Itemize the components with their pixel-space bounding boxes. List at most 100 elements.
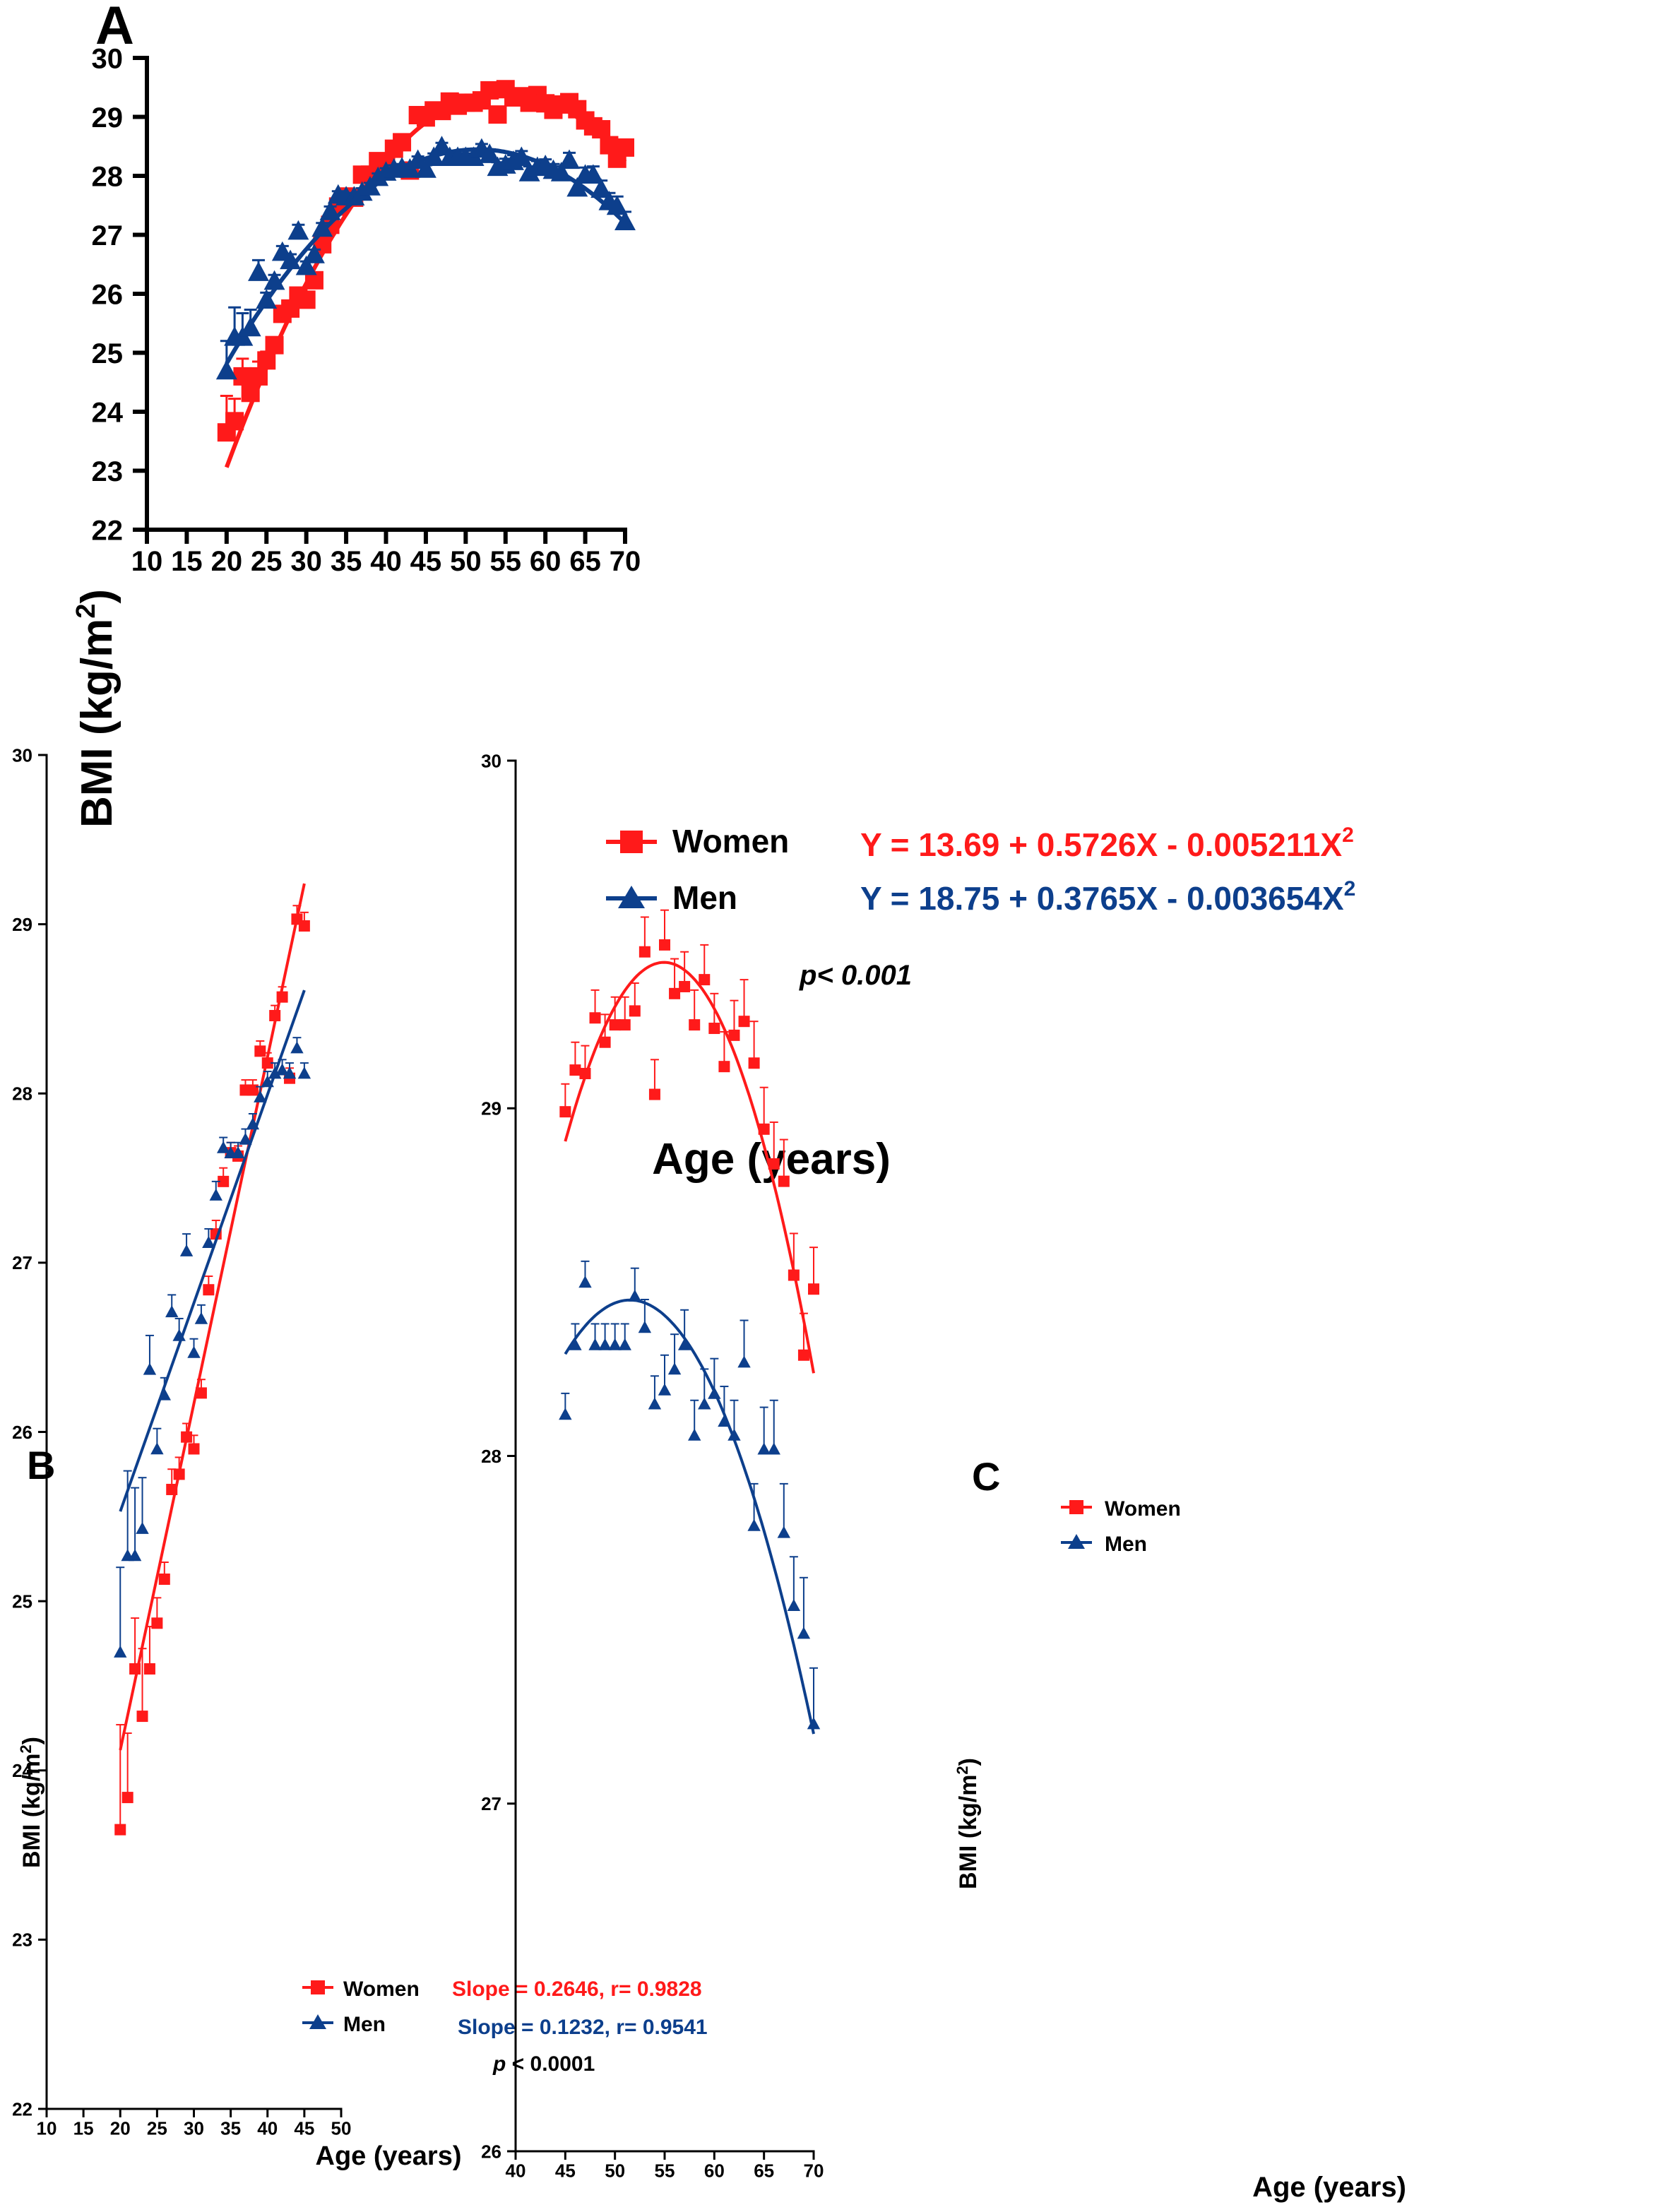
panel-a-men-point <box>423 146 445 166</box>
panel-b-y-tick-label: 30 <box>12 744 32 766</box>
panel-b-women-point <box>114 1824 126 1836</box>
panel-c-women-point <box>797 1349 809 1361</box>
panel-c-y-tick-label: 29 <box>481 1098 501 1119</box>
panel-b-men-point <box>165 1305 179 1318</box>
panel-b-women-point <box>218 1175 230 1187</box>
panel-a-x-tick-label: 55 <box>490 546 522 577</box>
panel-b-women-fit-line <box>119 883 306 1751</box>
panel-b-women-point <box>151 1617 163 1629</box>
panel-c-x-axis-title: Age (years) <box>1252 2172 1406 2203</box>
panel-a-women-point <box>233 367 252 386</box>
panel-b-women-point <box>173 1468 185 1480</box>
panel-b-x-tick-label: 20 <box>110 2118 131 2139</box>
panel-a-x-tick-label: 45 <box>410 546 442 577</box>
panel-a-men-point <box>263 270 285 290</box>
panel-b-y-tick-label: 23 <box>12 1929 32 1951</box>
panel-b-women-point <box>188 1443 200 1455</box>
panel-c-axes: 40 45 50 55 60 65 70 26 27 28 29 30 <box>481 750 824 2181</box>
panel-c-y-tick-label: 26 <box>481 2141 501 2162</box>
panel-a-marks <box>215 80 636 468</box>
panel-c-women-point <box>599 1036 611 1048</box>
panel-b-x-tick-label: 50 <box>331 2118 352 2139</box>
panel-a-men-point <box>566 177 588 197</box>
panel-a-men-point <box>295 255 317 275</box>
panel-a-y-tick-label: 26 <box>92 279 124 310</box>
panel-a-y-tick-label: 22 <box>92 515 124 546</box>
panel-b-women-point <box>158 1573 170 1585</box>
panel-b-men-point <box>290 1041 304 1054</box>
panel-c-x-tick-label: 55 <box>655 2160 675 2182</box>
panel-b-x-tick-label: 35 <box>220 2118 241 2139</box>
panel-a-x-tick-label: 65 <box>569 546 601 577</box>
panel-b-y-tick-label: 26 <box>12 1422 32 1443</box>
panel-b-women-point <box>261 1057 273 1069</box>
panel-b-y-tick-label: 28 <box>12 1083 32 1105</box>
panel-c-women-point <box>629 1005 641 1017</box>
panel-c-women-point <box>609 1019 621 1031</box>
panel-b-men-point <box>246 1117 260 1130</box>
panel-a-men-point <box>248 261 269 281</box>
panel-b-men-point <box>128 1549 142 1562</box>
panel-c-women-point <box>788 1269 800 1281</box>
panel-a-legend: Women Men <box>606 823 789 916</box>
panel-c-women-fit-line <box>564 961 815 1374</box>
panel-c-men-point <box>677 1338 691 1350</box>
panel-b-x-tick-label: 25 <box>147 2118 167 2139</box>
panel-b-x-tick-label: 30 <box>184 2118 204 2139</box>
panel-a-women-point <box>249 367 268 386</box>
panel-c-y-tick-label: 30 <box>481 750 501 771</box>
panel-b-men-point <box>187 1345 201 1358</box>
panel-c-men-point <box>718 1415 731 1427</box>
panel-b-women-point <box>136 1711 148 1723</box>
panel-c-x-tick-label: 70 <box>804 2160 824 2182</box>
panel-a-y-axis-title: BMI (kg/m2) <box>71 589 121 828</box>
panel-c-women-point <box>778 1175 790 1187</box>
panel-c-men-point <box>767 1442 780 1455</box>
panel-a-letter: A <box>95 0 134 56</box>
panel-b-women-point <box>143 1663 155 1675</box>
panel-a-x-tick-label: 40 <box>370 546 402 577</box>
panel-a-legend-men-label: Men <box>672 879 737 916</box>
panel-b-men-point <box>202 1235 215 1248</box>
panel-b-y-tick-label: 22 <box>12 2098 32 2119</box>
panel-b-x-axis-title: Age (years) <box>316 2141 462 2171</box>
panel-c-men-point <box>708 1386 721 1399</box>
panel-a-men-point <box>311 217 333 237</box>
panel-b-men-point <box>231 1146 245 1158</box>
panel-a-y-tick-label: 27 <box>92 220 124 251</box>
panel-c-men-fit-line <box>564 1298 815 1735</box>
panel-a-women-point <box>241 383 260 403</box>
panel-b-x-tick-label: 10 <box>37 2118 57 2139</box>
panel-b-legend-women-square-icon <box>311 1980 325 1994</box>
panel-c-legend-women-label: Women <box>1105 1497 1181 1521</box>
panel-a-men-point <box>479 143 501 163</box>
panel-a-y-tick-label: 23 <box>92 456 124 487</box>
panel-c-men-point <box>648 1397 662 1410</box>
panel-a-legend-women-label: Women <box>672 823 789 860</box>
panel-a-y-tick-label: 30 <box>92 43 124 74</box>
panel-a-women-point <box>480 81 499 100</box>
panel-c-legend-men-triangle-icon <box>1068 1534 1085 1549</box>
panel-c-x-tick-label: 45 <box>555 2160 576 2182</box>
panel-b-men-point <box>268 1066 282 1079</box>
panel-a-x-tick-label: 60 <box>530 546 562 577</box>
panel-b-y-tick-label: 25 <box>12 1590 32 1612</box>
panel-b-women-point <box>129 1663 141 1675</box>
panel-c-women-point <box>728 1029 740 1041</box>
panel-c-women-point <box>559 1106 571 1118</box>
panel-a-y-tick-label: 29 <box>92 102 124 133</box>
panel-a-x-tick-label: 10 <box>131 546 163 577</box>
panel-c-women-point <box>669 987 681 999</box>
panel-c-x-tick-label: 65 <box>754 2160 774 2182</box>
panel-b-letter: B <box>27 1443 55 1487</box>
panel-b: B 10 15 20 25 30 35 40 45 50 22 23 24 25 26 27 28 29 30 A… <box>12 744 708 2171</box>
panel-b-men-point <box>254 1090 267 1102</box>
panel-a-men-point <box>280 249 302 270</box>
panel-b-men-slope: Slope = 0.1232, r= 0.9541 <box>458 2016 708 2039</box>
panel-c-men-point <box>807 1717 821 1730</box>
panel-a-women-point <box>393 133 412 152</box>
panel-c-letter: C <box>972 1454 1000 1499</box>
panel-b-men-point <box>172 1328 186 1341</box>
panel-c-men-point <box>569 1338 582 1350</box>
